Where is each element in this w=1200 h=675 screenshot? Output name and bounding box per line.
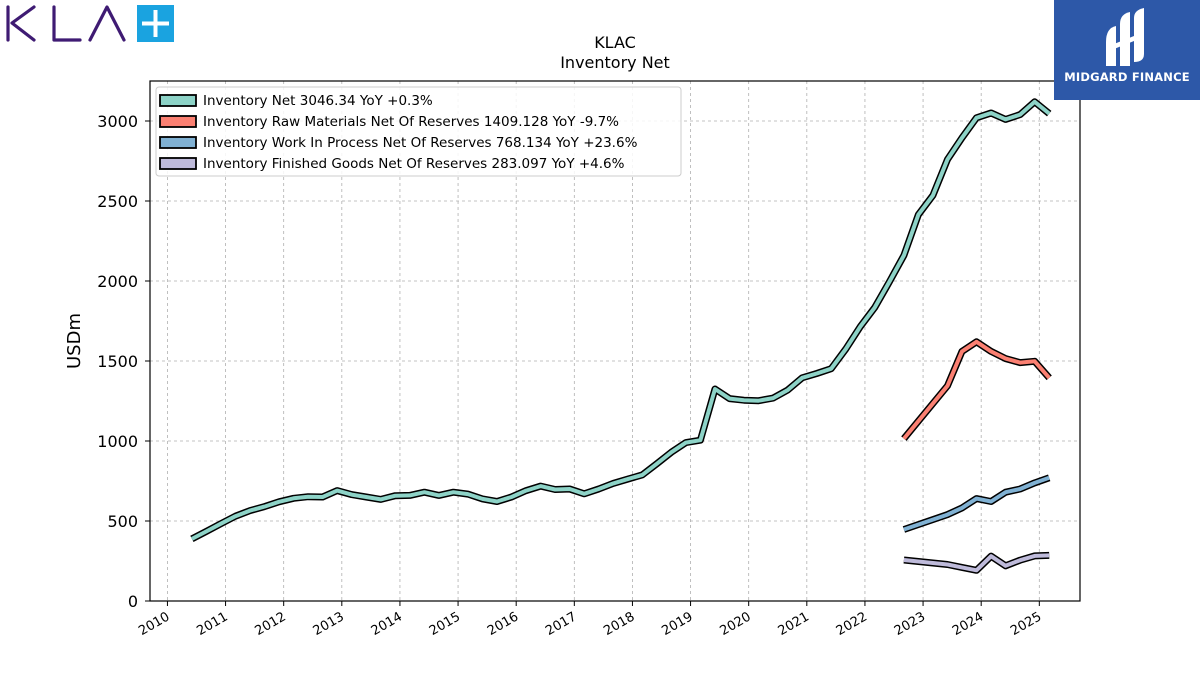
series-line-2 xyxy=(902,339,1051,440)
y-tick-label: 1000 xyxy=(97,432,138,451)
legend-swatch-2 xyxy=(159,115,197,128)
klac-logo-mark xyxy=(6,5,174,42)
y-tick-label: 0 xyxy=(128,592,138,611)
plot-frame xyxy=(149,80,1081,602)
series-line-4 xyxy=(903,553,1050,573)
y-tick-label: 500 xyxy=(107,512,138,531)
legend-swatch-1 xyxy=(159,94,197,107)
x-tick-label: 2025 xyxy=(1008,609,1044,639)
x-tick-label: 2016 xyxy=(485,609,521,639)
x-tick-label: 2010 xyxy=(136,609,172,639)
x-tick-label: 2012 xyxy=(253,609,289,639)
legend-box xyxy=(155,86,682,177)
klac-logo xyxy=(4,2,179,48)
x-tick-label: 2017 xyxy=(543,609,579,639)
midgard-finance-badge: MIDGARD FINANCE xyxy=(1054,0,1200,100)
x-tick-label: 2023 xyxy=(892,609,928,639)
y-tick-label: 2000 xyxy=(97,272,138,291)
x-tick-label: 2024 xyxy=(950,609,986,639)
x-tick-label: 2015 xyxy=(427,609,463,639)
legend: Inventory Net 3046.34 YoY +0.3% Inventory… xyxy=(155,86,682,177)
midgard-logo-mark xyxy=(1106,8,1144,66)
series-line-3 xyxy=(903,475,1050,532)
x-tick-label: 2020 xyxy=(718,609,754,639)
legend-label-2: Inventory Raw Materials Net Of Reserves … xyxy=(203,114,619,130)
x-tick-label: 2013 xyxy=(311,609,347,639)
series-line-1 xyxy=(190,99,1051,541)
x-tick-label: 2022 xyxy=(834,609,870,639)
series-lines xyxy=(190,98,1052,574)
x-tick-label: 2014 xyxy=(369,609,405,639)
x-tick-label: 2019 xyxy=(659,609,695,639)
legend-label-1: Inventory Net 3046.34 YoY +0.3% xyxy=(203,93,433,109)
x-tick-label: 2021 xyxy=(776,609,812,639)
y-tick-label: 1500 xyxy=(97,352,138,371)
x-tick-label: 2018 xyxy=(601,609,637,639)
legend-swatch-4 xyxy=(159,157,197,170)
y-tick-label: 3000 xyxy=(97,112,138,131)
y-axis-label: USDm xyxy=(64,313,85,369)
chart-subtitle: Inventory Net xyxy=(560,53,670,72)
legend-label-4: Inventory Finished Goods Net Of Reserves… xyxy=(203,156,625,172)
series-line-outline-2 xyxy=(901,338,1052,441)
legend-swatch-3 xyxy=(159,136,197,149)
y-tick-label: 2500 xyxy=(97,192,138,211)
chart-title: KLAC xyxy=(594,33,636,52)
midgard-finance-text: MIDGARD FINANCE xyxy=(1064,70,1190,84)
legend-label-3: Inventory Work In Process Net Of Reserve… xyxy=(203,135,638,151)
x-tick-label: 2011 xyxy=(194,609,230,639)
